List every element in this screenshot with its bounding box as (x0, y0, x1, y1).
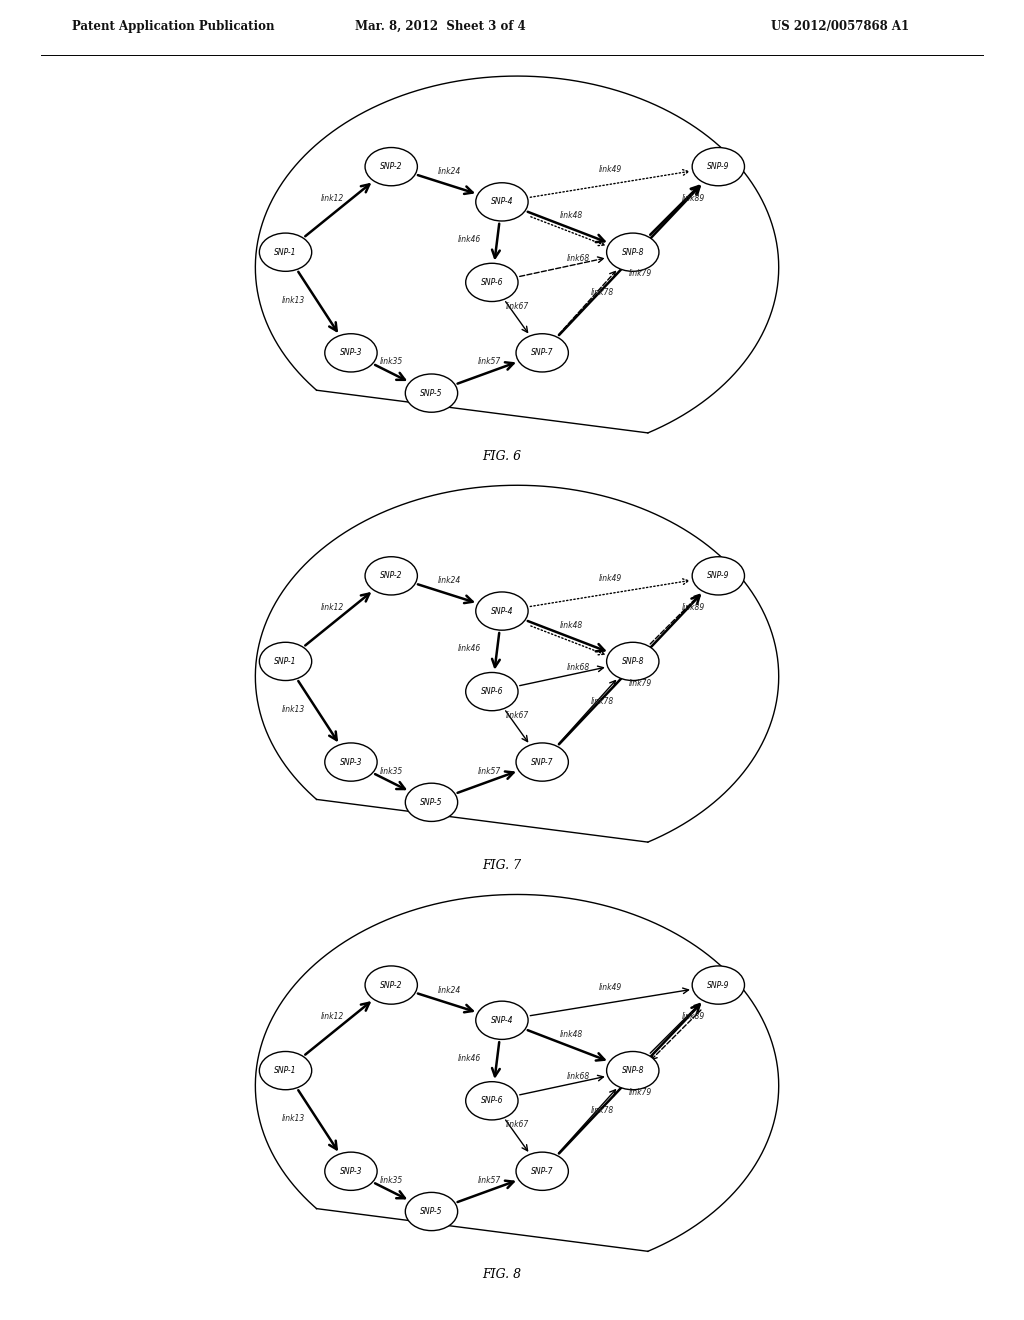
Text: link57: link57 (478, 1176, 501, 1185)
Text: SNP-5: SNP-5 (420, 797, 442, 807)
Text: link35: link35 (380, 358, 402, 367)
Ellipse shape (692, 148, 744, 186)
Ellipse shape (476, 1001, 528, 1039)
Text: SNP-6: SNP-6 (480, 688, 503, 696)
Text: link68: link68 (567, 1072, 590, 1081)
Text: US 2012/0057868 A1: US 2012/0057868 A1 (771, 20, 908, 33)
Ellipse shape (365, 966, 418, 1005)
Ellipse shape (692, 557, 744, 595)
Text: link46: link46 (458, 1053, 481, 1063)
Text: link49: link49 (598, 574, 622, 583)
Text: FIG. 8: FIG. 8 (482, 1269, 521, 1280)
Text: link67: link67 (506, 711, 528, 721)
Text: SNP-7: SNP-7 (531, 348, 553, 358)
Text: SNP-1: SNP-1 (274, 1067, 297, 1074)
Text: link13: link13 (282, 705, 305, 714)
Text: link57: link57 (478, 767, 501, 776)
Ellipse shape (516, 743, 568, 781)
Ellipse shape (476, 591, 528, 630)
Text: SNP-8: SNP-8 (622, 1067, 644, 1074)
Text: link79: link79 (629, 678, 652, 688)
Ellipse shape (606, 1052, 659, 1090)
Text: link46: link46 (458, 235, 481, 244)
Ellipse shape (606, 643, 659, 681)
Text: link13: link13 (282, 1114, 305, 1123)
Text: link49: link49 (598, 165, 622, 174)
Text: link79: link79 (629, 269, 652, 279)
Text: link67: link67 (506, 1121, 528, 1130)
Ellipse shape (259, 643, 311, 681)
Text: link48: link48 (560, 211, 583, 220)
Ellipse shape (259, 234, 311, 272)
Text: link89: link89 (682, 603, 705, 612)
Ellipse shape (365, 557, 418, 595)
Text: link78: link78 (591, 288, 614, 297)
Text: link35: link35 (380, 1176, 402, 1185)
Text: link35: link35 (380, 767, 402, 776)
Text: SNP-7: SNP-7 (531, 758, 553, 767)
Text: SNP-8: SNP-8 (622, 657, 644, 665)
Text: SNP-8: SNP-8 (622, 248, 644, 256)
Text: SNP-9: SNP-9 (708, 572, 729, 581)
Text: link24: link24 (437, 986, 461, 994)
Text: link12: link12 (321, 1012, 344, 1022)
Text: FIG. 6: FIG. 6 (482, 450, 521, 462)
Ellipse shape (516, 334, 568, 372)
Ellipse shape (406, 783, 458, 821)
Ellipse shape (325, 334, 377, 372)
Text: link67: link67 (506, 302, 528, 312)
Text: SNP-1: SNP-1 (274, 657, 297, 665)
Text: SNP-2: SNP-2 (380, 162, 402, 172)
Text: Mar. 8, 2012  Sheet 3 of 4: Mar. 8, 2012 Sheet 3 of 4 (355, 20, 525, 33)
Text: link78: link78 (591, 697, 614, 706)
Text: Patent Application Publication: Patent Application Publication (72, 20, 274, 33)
Text: SNP-9: SNP-9 (708, 981, 729, 990)
Ellipse shape (406, 1192, 458, 1230)
Ellipse shape (476, 182, 528, 220)
Ellipse shape (692, 966, 744, 1005)
Text: SNP-6: SNP-6 (480, 1097, 503, 1105)
Text: SNP-2: SNP-2 (380, 572, 402, 581)
Text: SNP-9: SNP-9 (708, 162, 729, 172)
Text: link48: link48 (560, 1030, 583, 1039)
Text: SNP-3: SNP-3 (340, 758, 362, 767)
Ellipse shape (325, 743, 377, 781)
Text: link79: link79 (629, 1088, 652, 1097)
Text: SNP-5: SNP-5 (420, 388, 442, 397)
Text: FIG. 7: FIG. 7 (482, 859, 521, 871)
Text: link12: link12 (321, 603, 344, 612)
Ellipse shape (606, 234, 659, 272)
Text: SNP-2: SNP-2 (380, 981, 402, 990)
Text: link24: link24 (437, 577, 461, 585)
Ellipse shape (259, 1052, 311, 1090)
Text: link46: link46 (458, 644, 481, 653)
Text: SNP-4: SNP-4 (490, 1016, 513, 1024)
Ellipse shape (325, 1152, 377, 1191)
Ellipse shape (406, 374, 458, 412)
Ellipse shape (516, 1152, 568, 1191)
Ellipse shape (466, 1081, 518, 1119)
Ellipse shape (365, 148, 418, 186)
Text: SNP-1: SNP-1 (274, 248, 297, 256)
Text: link13: link13 (282, 296, 305, 305)
Text: link68: link68 (567, 253, 590, 263)
Text: link24: link24 (437, 168, 461, 176)
Text: link68: link68 (567, 663, 590, 672)
Text: SNP-4: SNP-4 (490, 198, 513, 206)
Text: link12: link12 (321, 194, 344, 203)
Text: SNP-3: SNP-3 (340, 348, 362, 358)
Text: link89: link89 (682, 1012, 705, 1022)
Ellipse shape (466, 672, 518, 710)
Text: link49: link49 (598, 983, 622, 993)
Text: link57: link57 (478, 358, 501, 367)
Text: SNP-6: SNP-6 (480, 279, 503, 286)
Text: link48: link48 (560, 620, 583, 630)
Text: SNP-4: SNP-4 (490, 607, 513, 615)
Text: link89: link89 (682, 194, 705, 203)
Ellipse shape (466, 263, 518, 301)
Text: link78: link78 (591, 1106, 614, 1115)
Text: SNP-3: SNP-3 (340, 1167, 362, 1176)
Text: SNP-7: SNP-7 (531, 1167, 553, 1176)
Text: SNP-5: SNP-5 (420, 1206, 442, 1216)
